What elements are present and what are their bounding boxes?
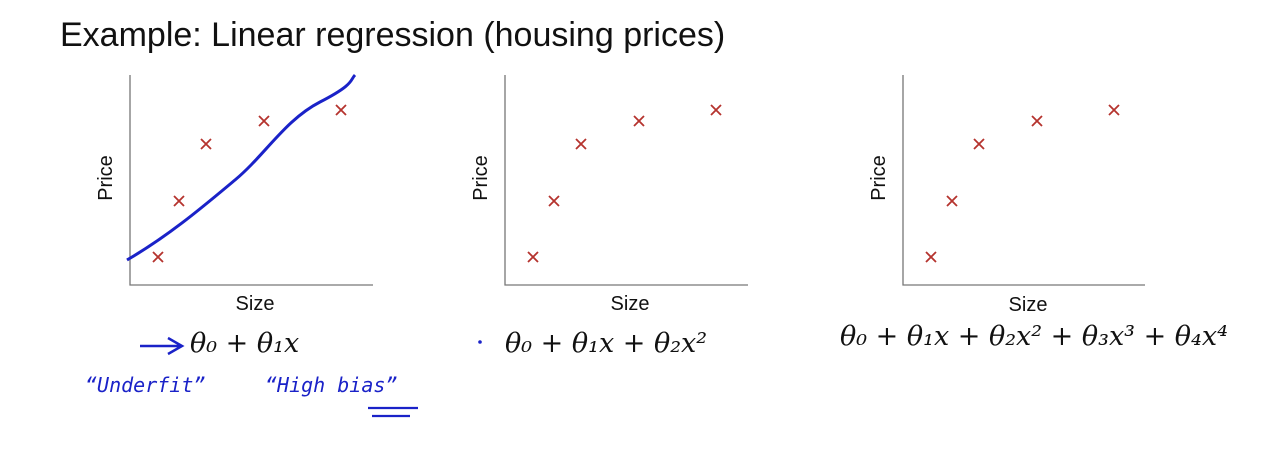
data-point [200, 138, 212, 150]
y-axis-label: Price [868, 155, 890, 201]
data-points [152, 104, 1120, 263]
fit-line [126, 73, 357, 262]
data-point [1031, 115, 1043, 127]
hypothesis-formula: θ₀ + θ₁x + θ₂x² + θ₃x³ + θ₄x⁴ [840, 321, 1228, 352]
hypothesis-formula: θ₀ + θ₁x [190, 328, 299, 359]
axes [504, 75, 748, 286]
x-axis-label: Size [1009, 294, 1048, 316]
underline [368, 406, 418, 418]
data-point [173, 195, 185, 207]
data-point [575, 138, 587, 150]
slide-title: Example: Linear regression (housing pric… [60, 16, 725, 54]
data-point [1108, 104, 1120, 116]
data-point [973, 138, 985, 150]
data-point [548, 195, 560, 207]
data-point [527, 251, 539, 263]
data-point [152, 251, 164, 263]
data-point [946, 195, 958, 207]
y-axis-label: Price [470, 155, 492, 201]
dot [478, 340, 482, 344]
arrow [140, 336, 185, 356]
hypothesis-formula: θ₀ + θ₁x + θ₂x² [505, 328, 707, 359]
y-axis-label: Price [95, 155, 117, 201]
data-point [335, 104, 347, 116]
x-axis-label: Size [236, 293, 275, 315]
data-point [710, 104, 722, 116]
x-axis-label: Size [611, 293, 650, 315]
axes [902, 75, 1145, 286]
data-point [633, 115, 645, 127]
axes [129, 75, 373, 286]
annotation: “High bias” [265, 373, 397, 397]
data-point [258, 115, 270, 127]
data-point [925, 251, 937, 263]
annotation: “Underfit” [85, 373, 205, 397]
